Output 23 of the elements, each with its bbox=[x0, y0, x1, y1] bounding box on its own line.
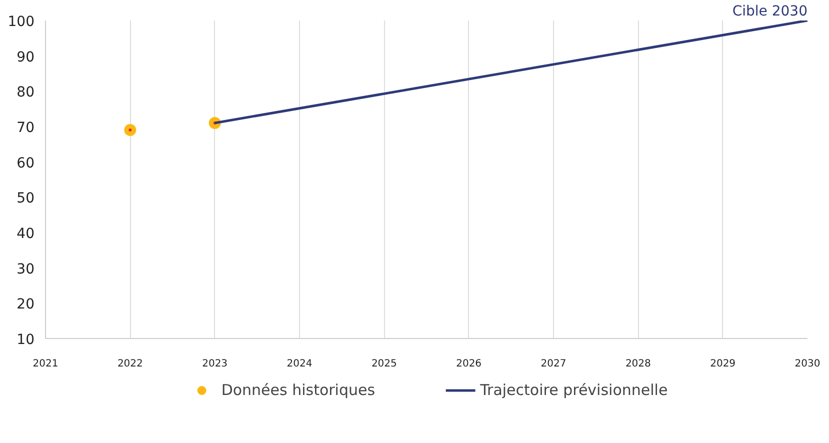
y-tick-label: 80 bbox=[16, 84, 35, 101]
x-tick-label: 2022 bbox=[117, 358, 143, 370]
y-tick-label: 90 bbox=[16, 49, 35, 66]
x-tick-label: 2025 bbox=[371, 358, 397, 370]
legend-label: Données historiques bbox=[221, 381, 376, 399]
y-tick-label: 60 bbox=[16, 155, 35, 172]
x-tick-label: 2024 bbox=[286, 358, 312, 370]
y-tick-label: 100 bbox=[8, 14, 35, 30]
x-tick-label: 2028 bbox=[625, 358, 651, 370]
y-tick-label: 30 bbox=[16, 261, 35, 278]
x-tick-label: 2023 bbox=[202, 358, 228, 370]
y-tick-label: 10 bbox=[16, 332, 35, 348]
x-tick-label: 2026 bbox=[456, 358, 482, 370]
text: Cible 2030 bbox=[732, 4, 808, 20]
x-tick-label: 2021 bbox=[32, 358, 58, 370]
y-tick-label: 40 bbox=[16, 226, 35, 242]
x-tick-label: 2027 bbox=[540, 358, 566, 370]
x-tick-label: 2030 bbox=[794, 358, 820, 370]
y-tick-label: 50 bbox=[16, 190, 35, 207]
y-tick-label: 70 bbox=[16, 120, 35, 136]
x-tick-label: 2029 bbox=[710, 358, 736, 370]
y-tick-label: 20 bbox=[16, 296, 35, 313]
legend-label: Trajectoire prévisionnelle bbox=[480, 381, 668, 399]
